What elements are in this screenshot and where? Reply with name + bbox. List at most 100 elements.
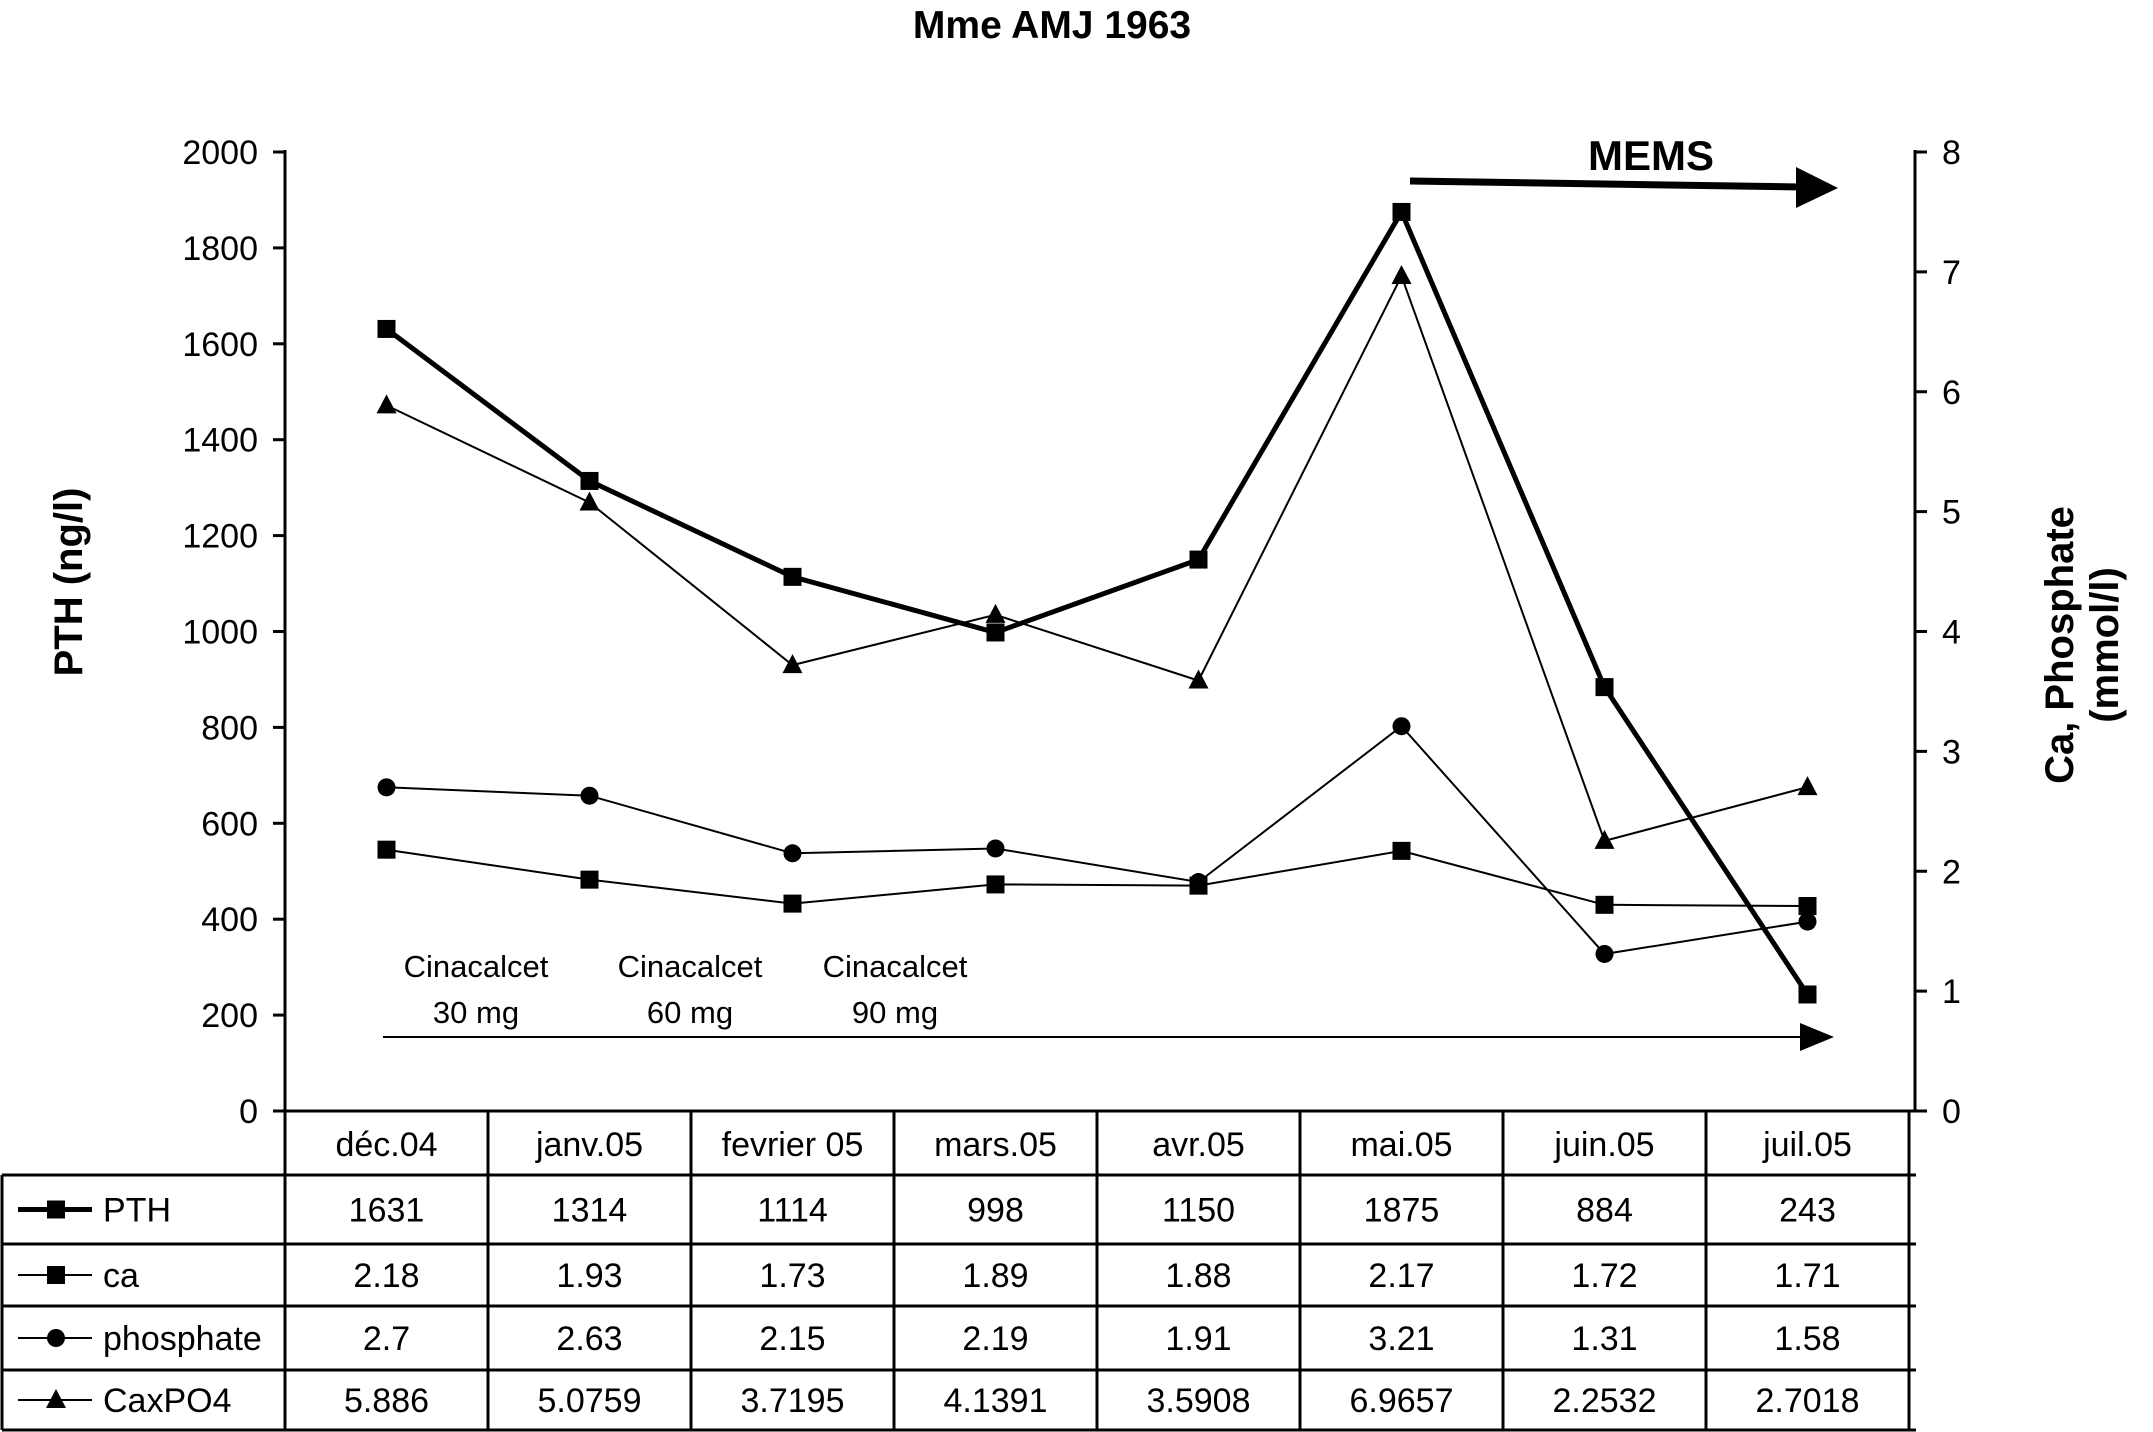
triangle-marker <box>376 394 397 414</box>
circle-marker <box>1392 717 1411 736</box>
table-cell: 1.71 <box>1774 1257 1840 1295</box>
table-cell: 5.886 <box>344 1382 429 1420</box>
circle-marker <box>580 786 599 805</box>
treatment-dose: 90 mg <box>852 995 938 1030</box>
y-right-tick-label: 1 <box>1942 973 1961 1011</box>
y-left-tick-label: 1800 <box>182 230 258 268</box>
square-marker <box>986 623 1005 642</box>
table-cell: 5.0759 <box>538 1382 642 1420</box>
x-tick-label: juil.05 <box>1762 1126 1852 1164</box>
series-line <box>386 273 1808 843</box>
treatment-dose: 30 mg <box>433 995 519 1030</box>
table-cell: 2.63 <box>556 1320 622 1358</box>
triangle-marker <box>1391 264 1412 284</box>
table-cell: 1.88 <box>1165 1257 1231 1295</box>
table-cell: 243 <box>1779 1192 1836 1230</box>
table-cell: 2.2532 <box>1553 1382 1657 1420</box>
table-cell: 1.58 <box>1774 1320 1840 1358</box>
y-right-tick-label: 4 <box>1942 614 1961 652</box>
square-marker <box>1595 678 1614 697</box>
annotations: Cinacalcet 30 mg Cinacalcet 60 mg Cinacalcet… <box>383 132 1838 1051</box>
square-marker <box>1392 841 1411 860</box>
treatment-arrow-head <box>1800 1023 1834 1051</box>
table-cell: 1.89 <box>962 1257 1028 1295</box>
y-left-tick-label: 600 <box>201 805 258 843</box>
y-left-tick-label: 2000 <box>182 134 258 172</box>
triangle-marker <box>46 1389 66 1408</box>
square-marker <box>1798 897 1817 916</box>
square-marker <box>377 319 396 338</box>
y-left-axis-label: PTH (ng/l) <box>47 488 91 677</box>
legend-label-pth: PTH <box>103 1192 171 1230</box>
triangle-marker <box>985 603 1006 623</box>
table-cell: 1.73 <box>759 1257 825 1295</box>
y-right-tick-label: 8 <box>1942 134 1961 172</box>
triangle-marker <box>579 491 600 511</box>
treatment-label: Cinacalcet <box>404 949 549 984</box>
table-cell: 4.1391 <box>944 1382 1048 1420</box>
square-marker <box>1392 202 1411 221</box>
triangle-marker <box>782 654 803 674</box>
table-cell: 3.7195 <box>741 1382 845 1420</box>
treatment-label: Cinacalcet <box>823 949 968 984</box>
square-marker <box>986 875 1005 894</box>
circle-marker <box>783 844 802 863</box>
table-cell: 2.18 <box>353 1257 419 1295</box>
table-cell: 1.91 <box>1165 1320 1231 1358</box>
legend-label-phosphate: phosphate <box>103 1320 262 1358</box>
table-cell: 1631 <box>349 1192 425 1230</box>
x-tick-label: janv.05 <box>535 1126 643 1164</box>
treatment-dose: 60 mg <box>647 995 733 1030</box>
series-layer <box>376 202 1818 1004</box>
mems-arrow-line <box>1409 177 1801 191</box>
series-line <box>386 848 1808 907</box>
legend-label-ca: ca <box>103 1257 139 1295</box>
table-cell: 2.7018 <box>1756 1382 1860 1420</box>
legend-key-pth <box>18 1200 92 1219</box>
circle-marker <box>1595 944 1614 963</box>
table-cell: 2.17 <box>1368 1257 1434 1295</box>
table-cell: 1.93 <box>556 1257 622 1295</box>
table-cell: 1.72 <box>1571 1257 1637 1295</box>
y-left-tick-label: 1400 <box>182 422 258 460</box>
table-cell: 6.9657 <box>1350 1382 1454 1420</box>
y-left-tick-label: 0 <box>239 1093 258 1131</box>
triangle-marker <box>1188 669 1209 689</box>
y-right-tick-label: 0 <box>1942 1093 1961 1131</box>
circle-marker <box>377 778 396 797</box>
table-cell: 1314 <box>552 1192 628 1230</box>
series-line <box>385 206 1810 996</box>
y-left-tick-label: 1200 <box>182 518 258 556</box>
x-tick-label: mai.05 <box>1350 1126 1452 1164</box>
table-cell: 2.15 <box>759 1320 825 1358</box>
x-tick-label: déc.04 <box>335 1126 437 1164</box>
table-cell: 3.5908 <box>1147 1382 1251 1420</box>
square-marker <box>47 1266 65 1284</box>
series-caxpo4 <box>376 264 1818 849</box>
y-right-tick-label: 6 <box>1942 374 1961 412</box>
y-right-tick-label: 2 <box>1942 853 1961 891</box>
series-phosphate <box>377 717 1817 963</box>
table-cell: 884 <box>1576 1192 1633 1230</box>
square-marker <box>1595 895 1614 914</box>
square-marker <box>1798 985 1817 1004</box>
square-marker <box>580 870 599 889</box>
legend-key-ca <box>18 1266 92 1284</box>
table-cell: 2.19 <box>962 1320 1028 1358</box>
y-right-tick-label: 5 <box>1942 494 1961 532</box>
triangle-marker <box>1594 829 1615 849</box>
table-cell: 1.31 <box>1571 1320 1637 1358</box>
series-ca <box>377 840 1817 916</box>
mems-label: MEMS <box>1588 132 1714 179</box>
series-pth <box>377 202 1817 1004</box>
table-cell: 2.7 <box>363 1320 410 1358</box>
legend-key-caxpo4 <box>18 1389 92 1408</box>
triangle-marker <box>1797 776 1818 796</box>
chart-title: Mme AMJ 1963 <box>913 4 1191 47</box>
legend-label-caxpo4: CaxPO4 <box>103 1382 232 1420</box>
y-right-tick-label: 3 <box>1942 733 1961 771</box>
y-right-axis-label-line1: Ca, Phosphate <box>2038 506 2082 784</box>
y-left-tick-label: 1000 <box>182 614 258 652</box>
square-marker <box>783 894 802 913</box>
series-line <box>386 724 1808 956</box>
